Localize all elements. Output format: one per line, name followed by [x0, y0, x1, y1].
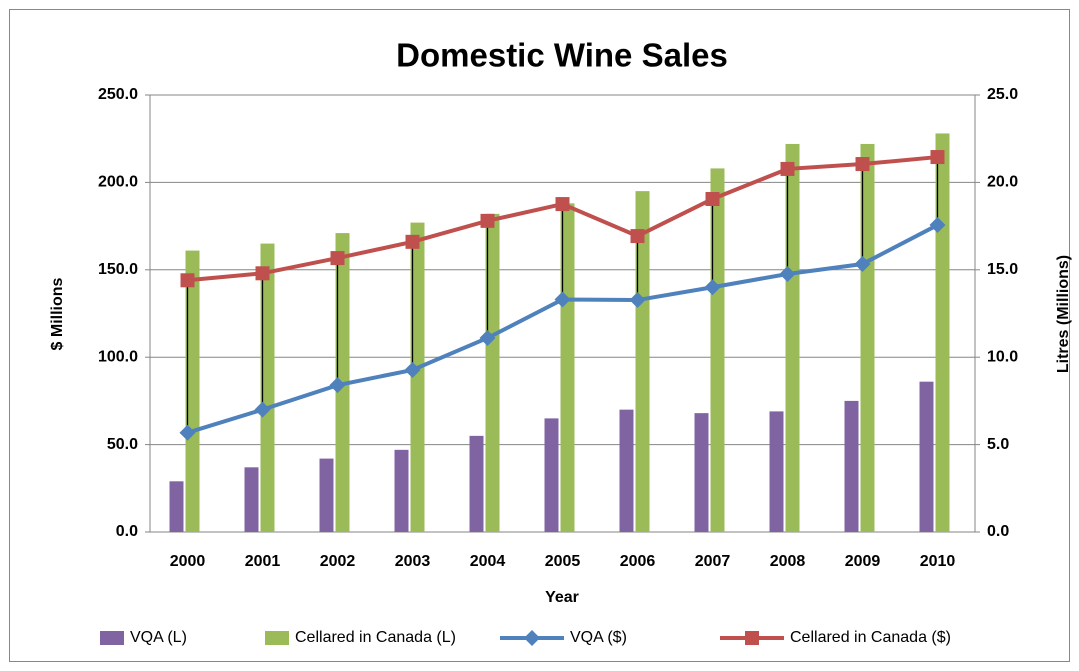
legend-label: Cellared in Canada ($) — [790, 629, 951, 646]
x-tick-label: 2002 — [320, 553, 356, 570]
y-tick-label: 0.0 — [116, 523, 138, 540]
line-marker — [254, 401, 271, 418]
legend-swatch — [265, 631, 289, 645]
x-tick-label: 2006 — [620, 553, 656, 570]
line-marker — [780, 161, 795, 176]
legend-label: Cellared in Canada (L) — [295, 629, 456, 646]
line-marker — [555, 197, 570, 212]
bar — [694, 413, 709, 532]
y-tick-label: 50.0 — [107, 436, 138, 453]
y2-tick-label: 15.0 — [987, 261, 1018, 278]
y-tick-label: 250.0 — [98, 86, 138, 103]
bar — [185, 250, 200, 532]
line-marker — [629, 292, 646, 309]
bar — [935, 133, 950, 532]
x-tick-label: 2010 — [920, 553, 956, 570]
x-tick-label: 2008 — [770, 553, 806, 570]
line-marker — [630, 229, 645, 244]
bar — [619, 409, 634, 532]
x-tick-label: 2003 — [395, 553, 431, 570]
line-marker — [554, 291, 571, 308]
x-tick-label: 2005 — [545, 553, 581, 570]
x-tick-label: 2007 — [695, 553, 731, 570]
x-axis-title: Year — [545, 589, 579, 606]
x-tick-label: 2009 — [845, 553, 881, 570]
y2-tick-label: 25.0 — [987, 86, 1018, 103]
x-tick-label: 2001 — [245, 553, 281, 570]
y2-tick-label: 10.0 — [987, 348, 1018, 365]
bar — [244, 467, 259, 532]
bar — [319, 458, 334, 532]
line-marker — [479, 329, 496, 346]
bar — [169, 481, 184, 532]
line-marker — [404, 361, 421, 378]
bar — [710, 168, 725, 532]
y-tick-label: 100.0 — [98, 348, 138, 365]
chart-border — [9, 9, 1070, 662]
y2-tick-label: 0.0 — [987, 523, 1009, 540]
line-marker — [929, 217, 946, 234]
line-marker — [779, 265, 796, 282]
bar — [844, 400, 859, 532]
line-marker — [180, 273, 195, 288]
bar — [485, 213, 500, 532]
legend-swatch — [100, 631, 124, 645]
bar — [410, 222, 425, 532]
bar — [769, 411, 784, 532]
line-marker — [330, 251, 345, 266]
y2-tick-label: 20.0 — [987, 174, 1018, 191]
bar — [860, 143, 875, 532]
x-tick-label: 2000 — [170, 553, 206, 570]
line-marker — [855, 157, 870, 172]
bar — [635, 191, 650, 532]
line-marker — [405, 234, 420, 249]
legend-marker — [524, 630, 540, 646]
legend-marker — [745, 631, 759, 645]
bar — [544, 418, 559, 532]
line-marker — [704, 279, 721, 296]
line-marker — [179, 424, 196, 441]
line-marker — [480, 213, 495, 228]
bar — [394, 449, 409, 532]
bar — [785, 143, 800, 532]
line-marker — [705, 192, 720, 207]
y-tick-label: 150.0 — [98, 261, 138, 278]
line-marker — [329, 377, 346, 394]
y-axis-title: $ Millions — [49, 277, 66, 350]
x-tick-label: 2004 — [470, 553, 506, 570]
bar — [560, 203, 575, 532]
bar — [919, 381, 934, 532]
y2-axis-title: Litres (Millions) — [1055, 255, 1072, 373]
line-marker — [255, 266, 270, 281]
y-tick-label: 200.0 — [98, 174, 138, 191]
legend-label: VQA ($) — [570, 629, 627, 646]
bar — [260, 243, 275, 532]
y2-tick-label: 5.0 — [987, 436, 1009, 453]
chart-title: Domestic Wine Sales — [396, 37, 728, 74]
line-marker — [854, 256, 871, 273]
legend-label: VQA (L) — [130, 629, 187, 646]
bar — [469, 435, 484, 532]
line-marker — [930, 150, 945, 165]
